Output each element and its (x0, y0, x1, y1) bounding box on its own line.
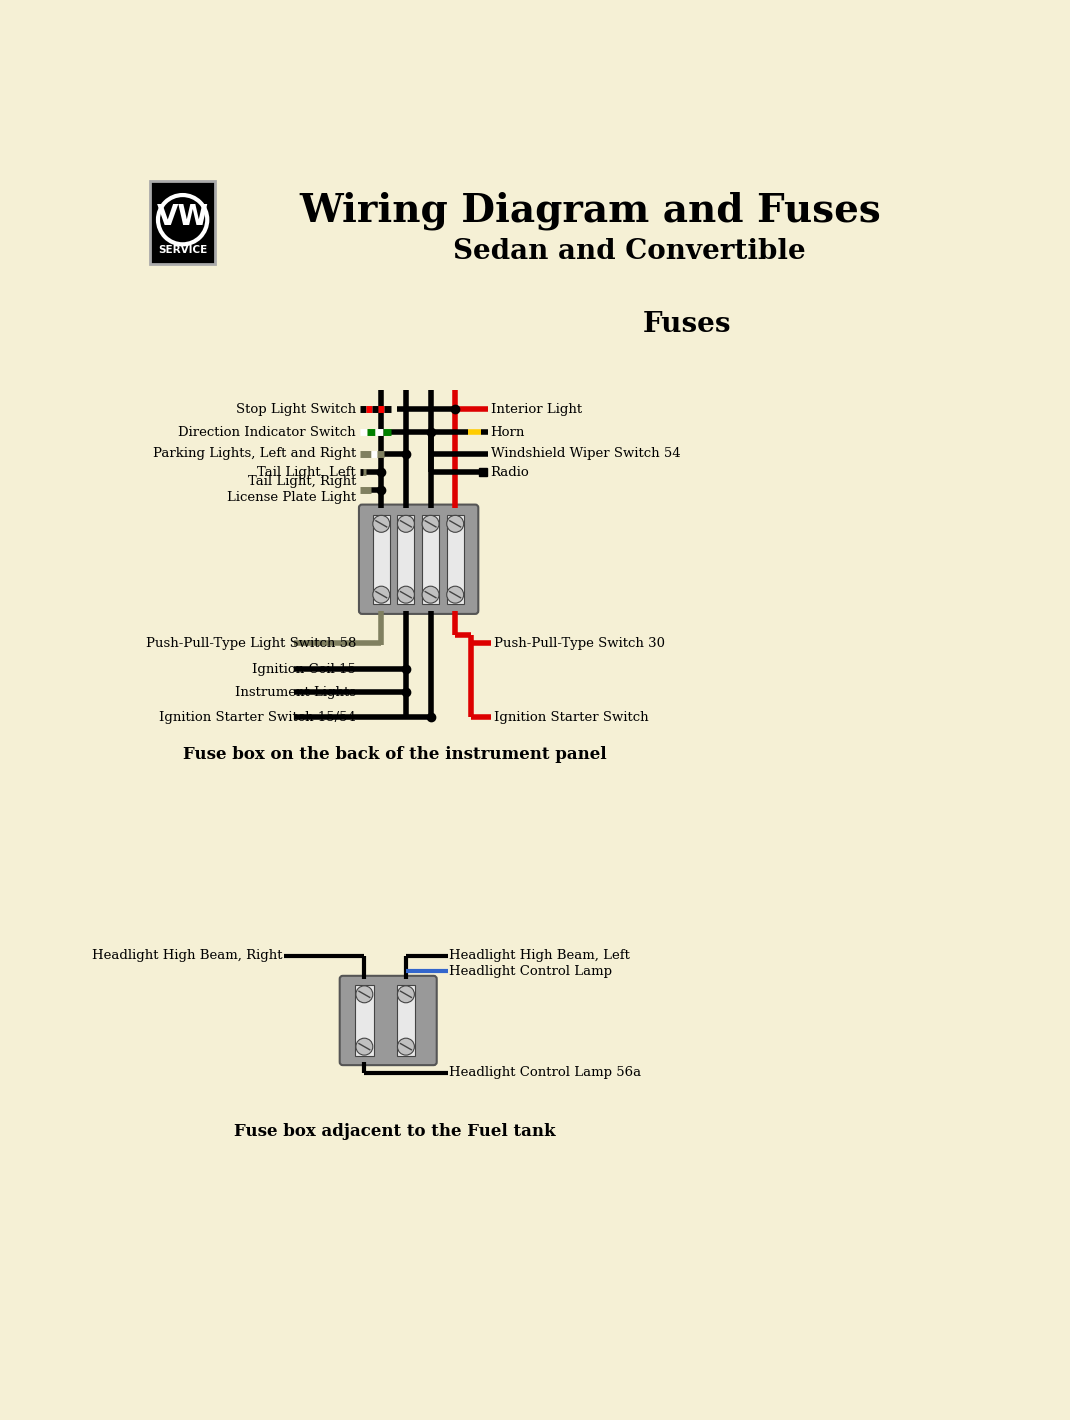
Text: Direction Indicator Switch: Direction Indicator Switch (179, 426, 356, 439)
Bar (397, 985, 415, 1056)
Text: VW: VW (156, 203, 209, 230)
Circle shape (397, 1038, 414, 1055)
Bar (355, 985, 373, 1056)
FancyBboxPatch shape (358, 504, 478, 613)
Text: Push-Pull-Type Light Switch 58: Push-Pull-Type Light Switch 58 (146, 636, 356, 650)
Text: Ignition Starter Switch: Ignition Starter Switch (494, 710, 649, 724)
Circle shape (397, 515, 414, 532)
Bar (150, 182, 215, 264)
Text: Tail Light, Right: Tail Light, Right (247, 476, 356, 488)
Text: Headlight Control Lamp 56a: Headlight Control Lamp 56a (449, 1066, 641, 1079)
Circle shape (372, 586, 389, 603)
Text: Horn: Horn (491, 426, 525, 439)
Text: Fuses: Fuses (643, 311, 731, 338)
Text: Headlight Control Lamp: Headlight Control Lamp (449, 964, 612, 978)
Text: Wiring Diagram and Fuses: Wiring Diagram and Fuses (300, 192, 882, 230)
Circle shape (397, 985, 414, 1003)
Circle shape (422, 586, 439, 603)
Text: SERVICE: SERVICE (158, 246, 208, 256)
Text: Sedan and Convertible: Sedan and Convertible (453, 237, 806, 264)
Text: Tail Light, Left: Tail Light, Left (257, 466, 356, 479)
Text: Parking Lights, Left and Right: Parking Lights, Left and Right (153, 447, 356, 460)
Circle shape (447, 515, 463, 532)
Circle shape (447, 586, 463, 603)
Circle shape (397, 586, 414, 603)
Text: Radio: Radio (491, 466, 530, 479)
FancyBboxPatch shape (339, 976, 437, 1065)
Circle shape (356, 985, 372, 1003)
Bar (372, 514, 389, 604)
Text: Ignition Starter Switch 15/54: Ignition Starter Switch 15/54 (159, 710, 356, 724)
Text: Headlight High Beam, Left: Headlight High Beam, Left (449, 950, 630, 963)
Text: License Plate Light: License Plate Light (227, 491, 356, 504)
Text: Push-Pull-Type Switch 30: Push-Pull-Type Switch 30 (494, 636, 666, 650)
Text: Ignition Coil 15: Ignition Coil 15 (253, 663, 356, 676)
Bar (422, 514, 439, 604)
Text: Headlight High Beam, Right: Headlight High Beam, Right (92, 950, 282, 963)
Text: Interior Light: Interior Light (491, 403, 582, 416)
Circle shape (422, 515, 439, 532)
Text: Fuse box on the back of the instrument panel: Fuse box on the back of the instrument p… (183, 746, 607, 763)
Bar (447, 514, 463, 604)
Text: Fuse box adjacent to the Fuel tank: Fuse box adjacent to the Fuel tank (233, 1123, 555, 1140)
Bar (150, 182, 215, 264)
Text: Windshield Wiper Switch 54: Windshield Wiper Switch 54 (491, 447, 681, 460)
Text: Stop Light Switch: Stop Light Switch (235, 403, 356, 416)
Circle shape (372, 515, 389, 532)
Bar (397, 514, 414, 604)
Circle shape (356, 1038, 372, 1055)
Text: Instrument Lights: Instrument Lights (235, 686, 356, 699)
